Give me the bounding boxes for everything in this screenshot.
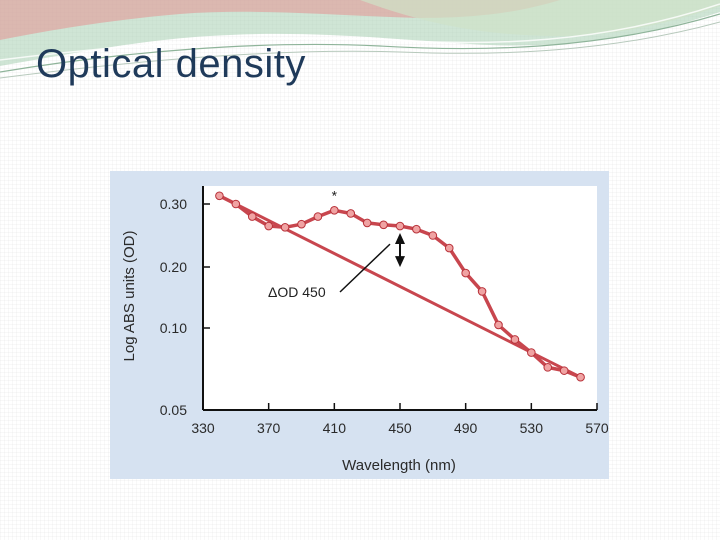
y-tick-label: 0.05	[160, 402, 187, 418]
y-tick-label: 0.30	[160, 196, 187, 212]
x-tick-label: 330	[191, 420, 215, 436]
data-point	[215, 191, 224, 201]
data-point	[494, 320, 503, 330]
data-point	[313, 212, 323, 221]
y-tick-label: 0.10	[160, 320, 187, 336]
plot-area	[203, 186, 597, 410]
marks-layer: * ΔOD 450	[215, 187, 585, 382]
data-point	[477, 287, 487, 296]
axes-layer: 330 370 410 450 490 530 570 0.05 0.10 0.20 0.30	[160, 186, 609, 436]
delta-od-label: ΔOD 450	[268, 284, 326, 300]
data-point	[264, 221, 273, 231]
data-point	[395, 221, 405, 231]
data-point	[362, 218, 372, 228]
delta-od-arrow-head-down	[395, 256, 405, 268]
data-point	[444, 243, 454, 253]
x-tick-label: 450	[388, 420, 412, 436]
data-point	[346, 209, 356, 218]
y-axis-label: Log ABS units (OD)	[121, 231, 138, 362]
x-tick-label: 410	[323, 420, 347, 436]
data-point	[559, 366, 569, 375]
data-point	[330, 206, 339, 215]
delta-od-leader-line	[339, 243, 391, 293]
data-point	[379, 220, 388, 230]
data-point	[428, 231, 438, 240]
peak-asterisk-annotation: *	[332, 187, 338, 203]
data-point	[543, 363, 553, 372]
x-tick-label: 570	[585, 420, 609, 436]
data-point	[527, 348, 536, 357]
x-tick-label: 370	[257, 420, 281, 436]
slide-title: Optical density	[36, 42, 306, 86]
data-point	[510, 335, 520, 344]
data-point	[576, 372, 585, 382]
data-point	[231, 199, 241, 209]
x-axis-label: Wavelength (nm)	[342, 457, 456, 474]
header-swoosh-decoration	[0, 0, 720, 79]
data-point	[297, 219, 306, 229]
data-point	[247, 212, 257, 221]
data-point	[461, 268, 470, 278]
y-tick-label: 0.20	[160, 259, 187, 275]
data-point	[280, 223, 290, 232]
delta-od-arrow-head-up	[395, 233, 405, 245]
optical-density-chart: * ΔOD 450 330 370 410 450 490 530 570 0.05 0.10 0.…	[121, 186, 609, 474]
data-point	[412, 224, 421, 234]
x-tick-label: 530	[520, 420, 544, 436]
x-tick-label: 490	[454, 420, 478, 436]
